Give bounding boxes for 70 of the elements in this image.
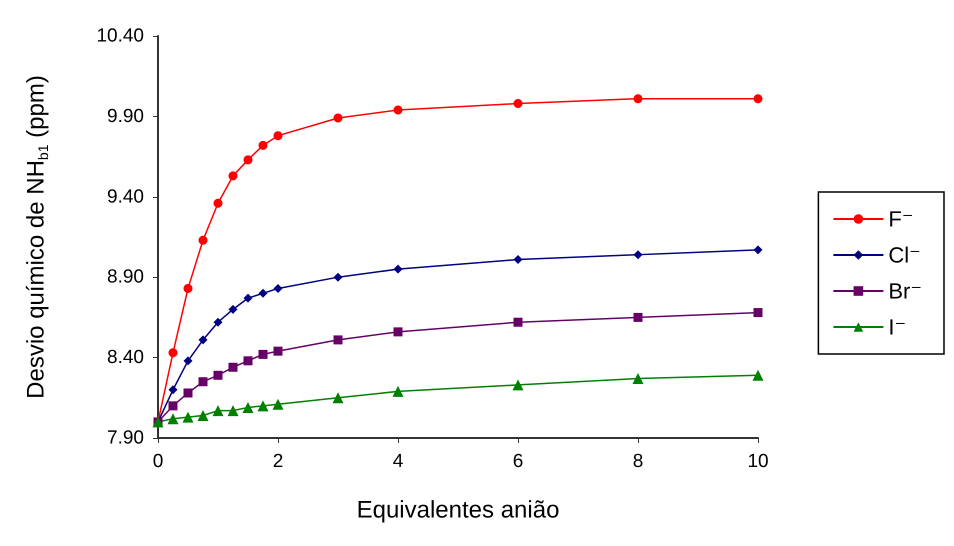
- point: [514, 255, 522, 264]
- point: [274, 284, 282, 293]
- point: [394, 327, 402, 336]
- x-tick-label: 4: [392, 451, 404, 472]
- point: [242, 402, 254, 413]
- y-tick-label: 9.90: [107, 106, 144, 127]
- point: [514, 318, 522, 327]
- point: [274, 346, 282, 356]
- legend-label: F⁻: [888, 206, 914, 232]
- legend-label: Br⁻: [888, 278, 922, 304]
- x-tick-label: 10: [747, 451, 769, 472]
- point: [258, 288, 268, 298]
- point: [244, 155, 252, 164]
- point: [228, 171, 238, 180]
- point: [274, 131, 282, 140]
- point: [634, 94, 642, 104]
- y-tick-label: 8.90: [107, 266, 144, 288]
- point: [184, 284, 192, 293]
- point: [198, 410, 208, 421]
- x-axis-title: Equivalentes anião: [356, 496, 560, 524]
- point: [214, 198, 222, 208]
- x-tick-label: 0: [152, 451, 164, 472]
- point: [168, 401, 178, 410]
- point: [334, 114, 342, 123]
- y-tick-label: 9.40: [107, 186, 144, 208]
- point: [244, 294, 252, 303]
- y-tick-label: 10.40: [96, 26, 144, 46]
- point: [228, 304, 238, 314]
- point: [168, 348, 178, 358]
- point: [632, 373, 644, 384]
- point: [634, 312, 642, 322]
- y-axis-title: Desvio químico de NHb1 (ppm): [22, 75, 51, 399]
- point: [212, 405, 224, 416]
- x-tick-label: 8: [632, 451, 644, 472]
- point: [258, 400, 268, 412]
- point: [184, 356, 192, 366]
- point: [754, 94, 762, 104]
- point: [228, 405, 238, 416]
- point: [228, 362, 238, 372]
- point: [334, 272, 342, 282]
- point: [334, 335, 342, 344]
- point: [168, 413, 178, 424]
- point: [184, 388, 192, 398]
- point: [258, 140, 268, 150]
- point: [394, 105, 402, 114]
- legend-label: Cl⁻: [888, 242, 921, 268]
- x-tick-label: 2: [272, 451, 284, 472]
- point: [214, 318, 222, 327]
- point: [198, 377, 208, 386]
- point: [182, 412, 194, 423]
- point: [512, 379, 524, 390]
- point: [198, 236, 208, 245]
- point: [752, 370, 764, 381]
- point: [634, 250, 642, 260]
- point: [394, 264, 402, 274]
- point: [214, 370, 222, 380]
- point: [514, 99, 522, 108]
- point: [168, 385, 178, 394]
- x-tick-label: 6: [512, 451, 524, 472]
- legend-label: I⁻: [888, 314, 906, 340]
- point: [272, 398, 284, 410]
- point: [754, 245, 762, 254]
- y-tick-label: 8.40: [107, 347, 144, 368]
- y-tick-label: 7.90: [107, 428, 144, 448]
- point: [198, 335, 208, 344]
- point: [332, 392, 344, 404]
- point: [754, 308, 762, 318]
- point: [392, 386, 404, 397]
- point: [244, 356, 252, 366]
- point: [258, 350, 268, 359]
